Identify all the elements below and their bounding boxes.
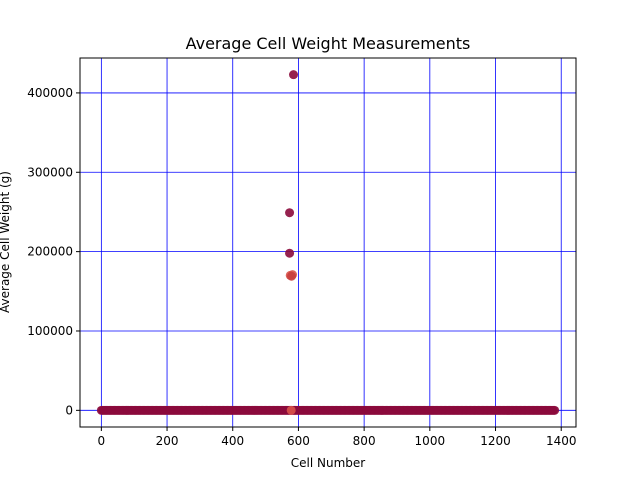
y-tick-label: 100000 xyxy=(27,324,73,338)
x-tick-label: 0 xyxy=(98,434,106,448)
x-tick-label: 1400 xyxy=(546,434,577,448)
y-tick-label: 300000 xyxy=(27,165,73,179)
x-tick-label: 400 xyxy=(221,434,244,448)
x-tick-label: 1200 xyxy=(480,434,511,448)
data-point xyxy=(286,405,296,415)
data-point xyxy=(289,70,299,80)
y-axis-ticks: 0 100000 200000 300000 400000 xyxy=(27,86,80,417)
data-points xyxy=(96,70,560,415)
x-tick-label: 800 xyxy=(353,434,376,448)
y-tick-label: 200000 xyxy=(27,245,73,259)
x-tick-label: 200 xyxy=(156,434,179,448)
x-axis-ticks: 0 200 400 600 800 1000 1200 1400 xyxy=(98,427,577,448)
data-point xyxy=(285,208,295,218)
data-point xyxy=(285,248,295,258)
y-axis-label: Average Cell Weight (g) xyxy=(0,171,12,313)
y-tick-label: 0 xyxy=(65,403,73,417)
data-point xyxy=(550,405,560,415)
y-tick-label: 400000 xyxy=(27,86,73,100)
x-tick-label: 600 xyxy=(287,434,310,448)
x-axis-label: Cell Number xyxy=(291,456,366,470)
x-tick-label: 1000 xyxy=(415,434,446,448)
plot-frame xyxy=(79,57,577,428)
data-point xyxy=(287,271,297,281)
chart-title: Average Cell Weight Measurements xyxy=(186,34,471,53)
